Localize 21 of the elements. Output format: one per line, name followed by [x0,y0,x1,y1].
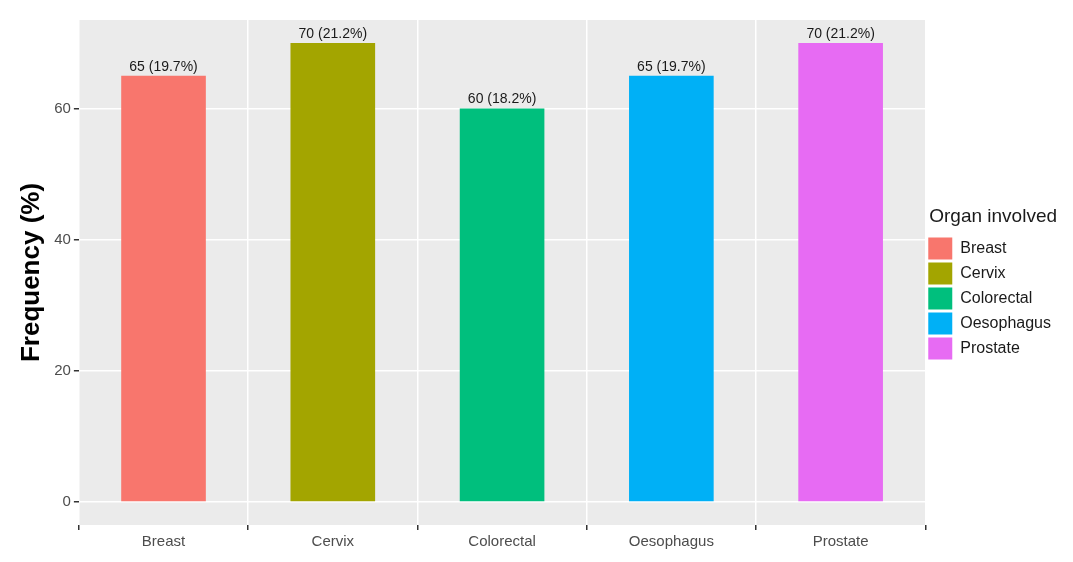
legend-label: Colorectal [960,288,1033,306]
data-label: 60 (18.2%) [467,90,537,107]
x-tick-label: Colorectal [468,532,536,550]
x-tick-label: Oesophagus [628,532,714,550]
legend-label: Oesophagus [960,313,1051,331]
x-tick-label: Breast [141,532,187,550]
y-tick-label: 20 [54,361,71,379]
x-tick-label: Prostate [812,532,869,550]
legend-label: Cervix [960,263,1006,281]
y-axis-title: Frequency (%) [14,182,45,363]
data-label: 65 (19.7%) [129,57,198,74]
x-tick-label: Cervix [311,532,355,550]
legend-label: Prostate [960,338,1020,356]
y-tick-label: 0 [62,492,71,510]
legend-label: Breast [960,238,1008,256]
legend-title: Organ involved [929,205,1058,227]
data-label: 70 (21.2%) [298,24,368,41]
y-tick-label: 40 [54,229,71,247]
data-label: 65 (19.7%) [637,57,706,74]
y-tick-label: 60 [54,98,71,116]
data-label: 70 (21.2%) [806,24,875,41]
